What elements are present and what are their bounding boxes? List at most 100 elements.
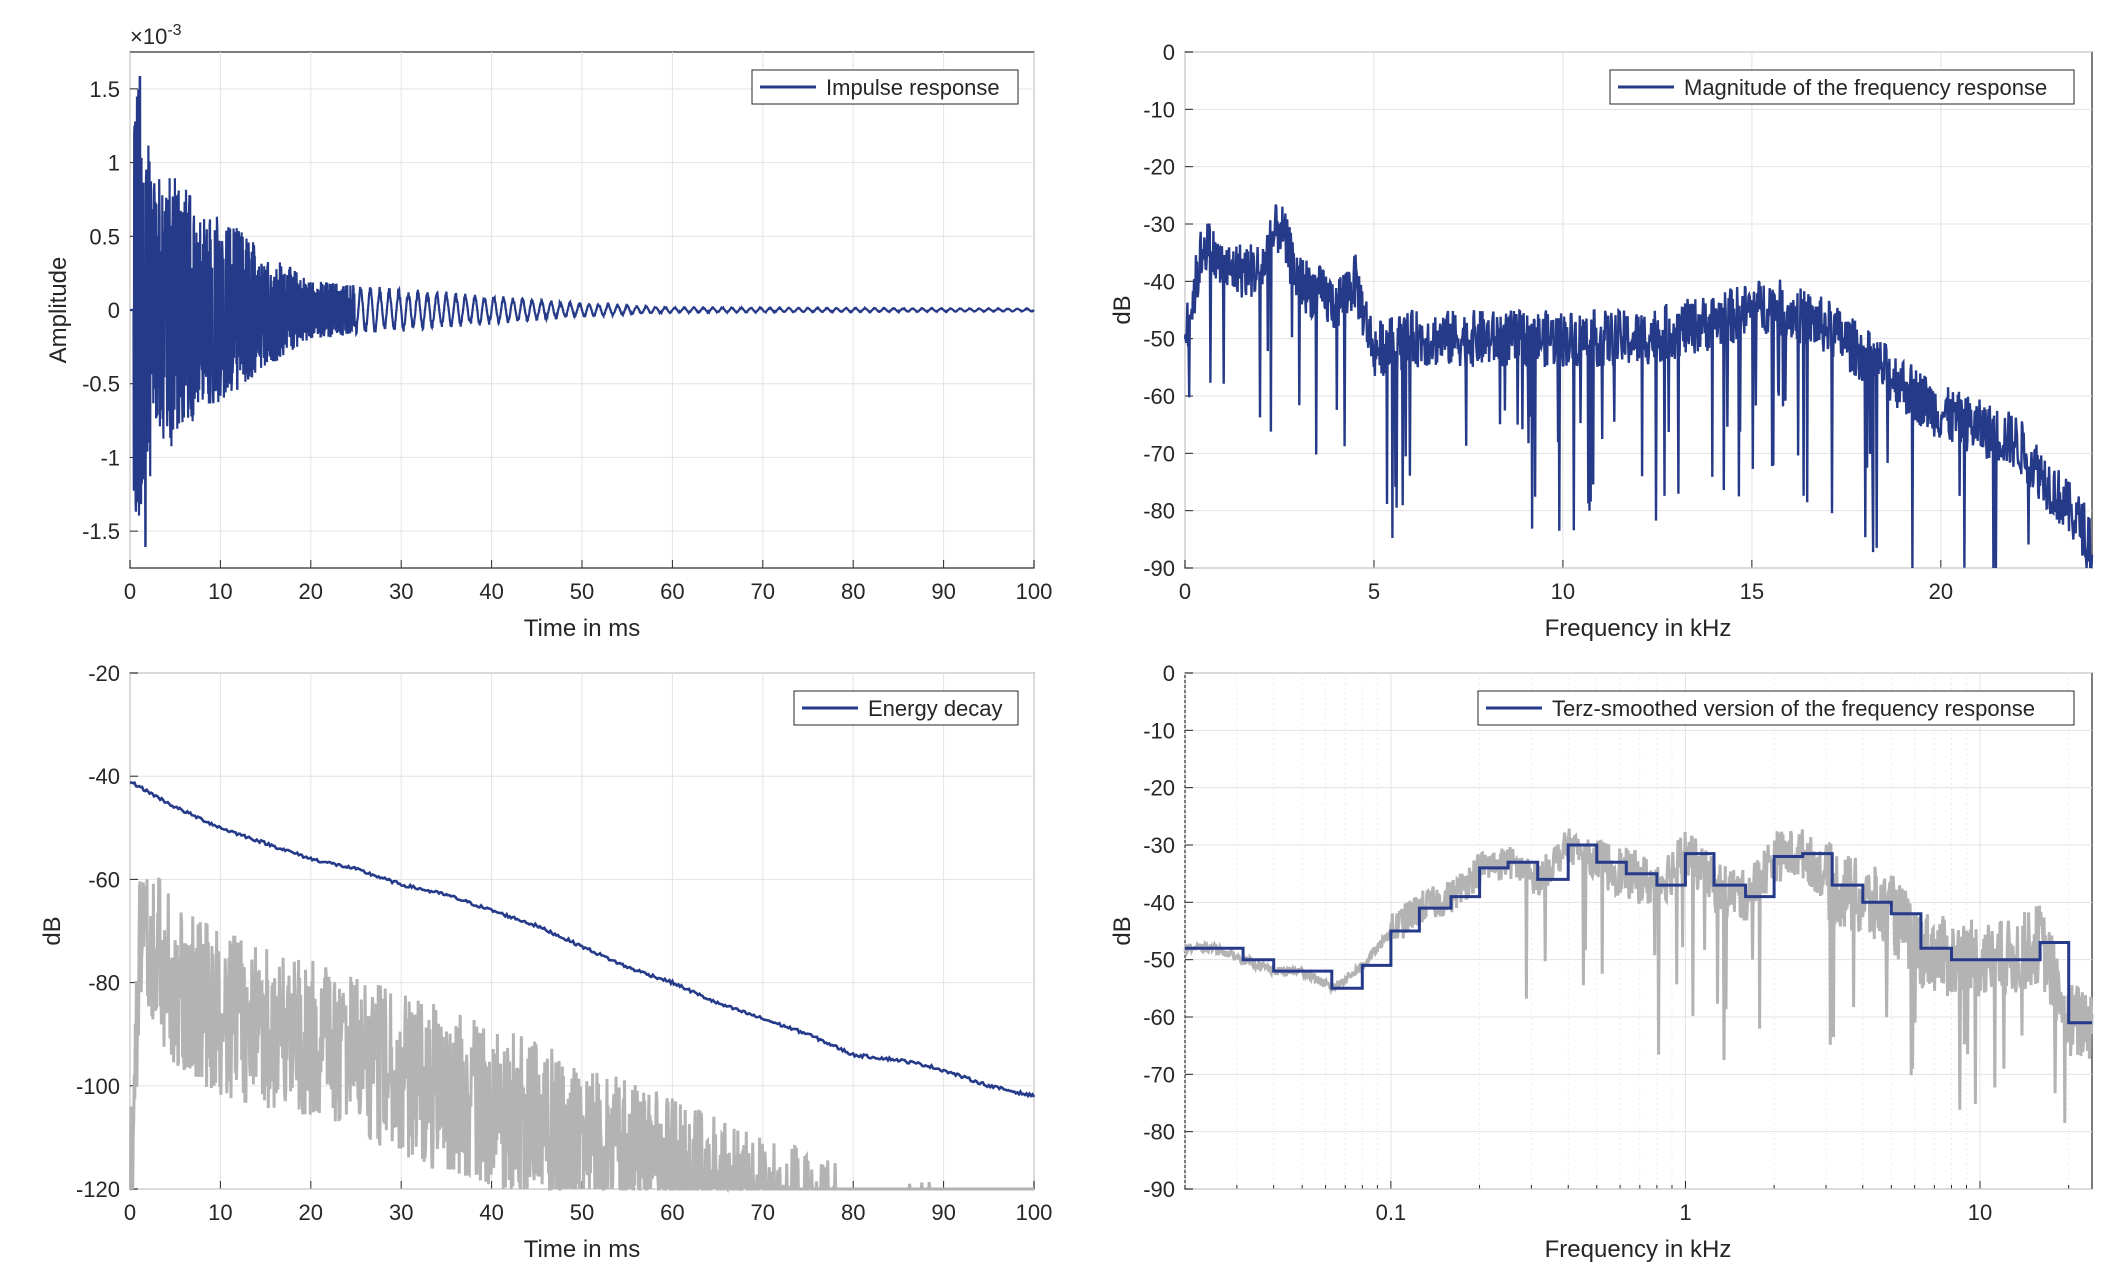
y-axis-label: dB [1109,295,1136,324]
y-tick-label: -70 [1143,1062,1175,1087]
y-tick-label: -20 [1143,155,1175,180]
y-tick-label: -50 [1143,948,1175,973]
raw-frequency-line [1183,828,2094,1124]
y-axis-label: dB [1109,916,1136,945]
legend: Energy decay [793,690,1019,726]
x-tick-label: 0 [124,579,136,604]
x-tick-label: 70 [751,579,775,604]
legend: Terz-smoothed version of the frequency r… [1477,690,2075,726]
y-tick-label: -120 [76,1177,120,1202]
legend-entry: Magnitude of the frequency response [1684,75,2047,100]
impulse-response-panel: 0 10 20 30 40 50 60 70 80 90 100 -1.5 -1 -0.5 0 0.5 1 1.5… [45,22,1052,642]
y-tick-label: -1 [100,445,120,470]
x-tick-label: 60 [660,579,684,604]
x-tick-label: 10 [1968,1200,1992,1225]
plot-area [1184,672,2093,1190]
x-tick-label: 40 [479,1200,503,1225]
x-tick-label: 50 [570,1200,594,1225]
legend-box [1609,69,2075,105]
x-tick-label: 1 [1679,1200,1691,1225]
x-axis-label: Frequency in kHz [1545,615,1732,642]
curves [130,75,1035,548]
x-tick-label: 80 [841,1200,865,1225]
y-tick-label: -20 [88,661,120,686]
x-tick-label: 100 [1016,579,1053,604]
y-tick-label: -70 [1143,441,1175,466]
y-tick-label: -50 [1143,327,1175,352]
x-tick-label: 10 [1551,579,1575,604]
y-tick-label: -40 [1143,269,1175,294]
curves [129,781,1036,1193]
x-tick-label: 20 [1929,579,1953,604]
y-tick-label: -80 [1143,499,1175,524]
legend: Magnitude of the frequency response [1609,69,2075,105]
terz-smoothed-line [1185,843,2092,1025]
legend-entry: Terz-smoothed version of the frequency r… [1552,696,2035,721]
y-tick-label: -10 [1143,718,1175,743]
x-tick-label: 5 [1368,579,1380,604]
x-tick-label: 20 [299,1200,323,1225]
x-tick-label: 0.1 [1376,1200,1407,1225]
energy-decay-panel: 0 10 20 30 40 50 60 70 80 90 100 -20 -40 -60 -80 -100 -1… [39,661,1052,1263]
x-tick-label: 50 [570,579,594,604]
terz-smoothed-panel: 0.1 1 10 0 -10 -20 -30 -40 -50 -60 -70 -80 -90 Frequ… [1109,661,2094,1263]
y-tick-label: -30 [1143,212,1175,237]
y-tick-label: -10 [1143,97,1175,122]
x-tick-label: 30 [389,1200,413,1225]
x-tick-label: 20 [299,579,323,604]
x-tick-label: 100 [1016,1200,1053,1225]
y-tick-label: -1.5 [82,519,120,544]
y-tick-label: 1.5 [89,77,120,102]
x-axis-label: Frequency in kHz [1545,1236,1732,1263]
x-tick-label: 10 [208,1200,232,1225]
y-axis-label: Amplitude [45,257,72,364]
frequency-response-panel: 0 5 10 15 20 0 -10 -20 -30 -40 -50 -60 -70 -80 -90 Fre… [1109,40,2094,642]
legend-entry: Impulse response [826,75,1000,100]
y-tick-label: 0 [108,298,120,323]
x-tick-label: 60 [660,1200,684,1225]
y-tick-label: -20 [1143,776,1175,801]
legend-box [1477,690,2075,726]
y-tick-label: -60 [88,867,120,892]
impulse-response-line [130,75,1035,548]
legend: Impulse response [751,69,1019,105]
tick-labels: 0 10 20 30 40 50 60 70 80 90 100 -20 -40 -60 -80 -100 -1… [76,661,1052,1225]
y-tick-label: -80 [88,971,120,996]
energy-raw-line [129,877,1034,1193]
tick-labels: 0 10 20 30 40 50 60 70 80 90 100 -1.5 -1 -0.5 0 0.5 1 1.5 [82,77,1052,604]
y-tick-label: 1 [108,151,120,176]
curves [1183,204,2094,569]
x-tick-label: 90 [931,1200,955,1225]
y-tick-label: -30 [1143,833,1175,858]
x-tick-label: 10 [208,579,232,604]
tick-labels: 0 5 10 15 20 0 -10 -20 -30 -40 -50 -60 -70 -80 -90 [1143,40,1953,604]
y-tick-label: 0 [1163,40,1175,65]
x-tick-label: 15 [1740,579,1764,604]
x-tick-label: 30 [389,579,413,604]
curves [1183,828,2094,1124]
x-tick-label: 0 [1179,579,1191,604]
x-tick-label: 40 [479,579,503,604]
y-tick-label: -100 [76,1074,120,1099]
x-tick-label: 70 [751,1200,775,1225]
x-axis-label: Time in ms [524,615,640,642]
x-axis-label: Time in ms [524,1236,640,1263]
x-tick-label: 80 [841,579,865,604]
y-tick-label: -0.5 [82,372,120,397]
grid [1184,672,2092,1190]
y-tick-label: -60 [1143,384,1175,409]
x-tick-label: 90 [931,579,955,604]
y-tick-label: -40 [1143,890,1175,915]
legend-entry: Energy decay [868,696,1003,721]
exponent-label: ×10-3 [130,22,182,49]
x-tick-label: 0 [124,1200,136,1225]
y-tick-label: -40 [88,764,120,789]
y-tick-label: -90 [1143,1177,1175,1202]
y-tick-label: -60 [1143,1005,1175,1030]
tick-labels: 0.1 1 10 0 -10 -20 -30 -40 -50 -60 -70 -80 -90 [1143,661,1992,1225]
y-tick-label: 0.5 [89,224,120,249]
y-axis-label: dB [39,916,66,945]
plot-area [1184,51,2093,569]
magnitude-line [1183,204,2094,569]
